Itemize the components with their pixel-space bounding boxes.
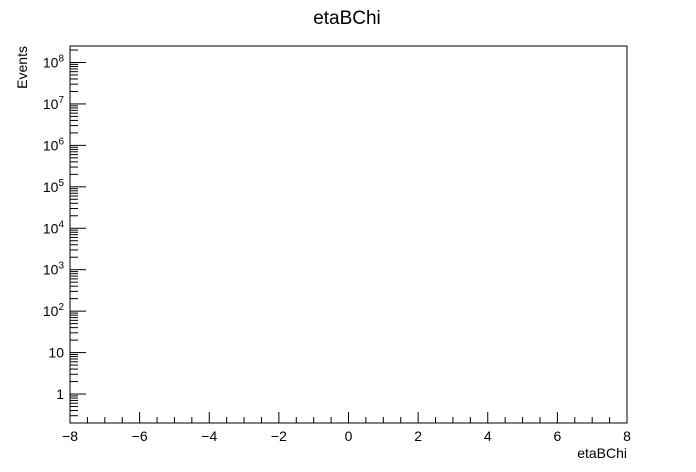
x-tick-label: 4 — [484, 428, 492, 444]
y-tick-label: 103 — [43, 261, 65, 278]
y-axis-label: Events — [14, 46, 30, 89]
x-axis: −8 −6 −4 −2 0 2 4 6 8 — [62, 412, 631, 444]
y-tick-label: 108 — [43, 53, 65, 70]
x-tick-label: 2 — [414, 428, 422, 444]
x-tick-label: 6 — [553, 428, 561, 444]
y-tick-label: 104 — [43, 219, 65, 236]
y-tick-label: 107 — [43, 95, 65, 112]
y-tick-label: 10 — [48, 345, 64, 361]
plot-frame — [69, 45, 628, 424]
x-tick-label: 8 — [623, 428, 631, 444]
x-tick-label: −4 — [201, 428, 217, 444]
chart-title: etaBChi — [313, 8, 381, 29]
y-tick-label: 106 — [43, 136, 65, 153]
y-tick-label: 105 — [43, 178, 65, 195]
x-tick-label: −6 — [132, 428, 148, 444]
x-axis-label: etaBChi — [577, 445, 627, 461]
y-tick-label: 102 — [43, 302, 65, 319]
y-axis: 1 10 102 103 104 105 106 107 108 — [43, 49, 86, 424]
x-tick-label: −8 — [62, 428, 78, 444]
x-tick-label: 0 — [345, 428, 353, 444]
x-tick-label: −2 — [271, 428, 287, 444]
y-tick-label: 1 — [56, 386, 64, 402]
